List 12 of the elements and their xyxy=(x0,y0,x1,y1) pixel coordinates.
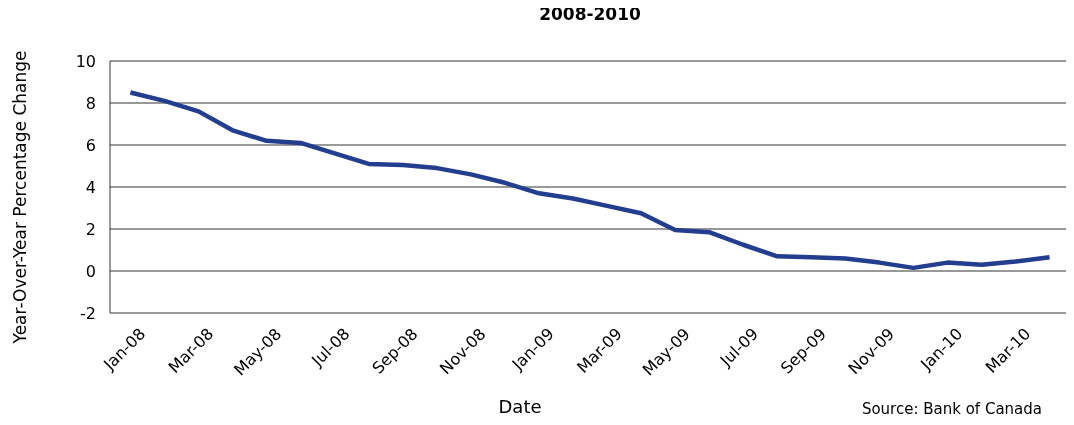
y-tick-label: 4 xyxy=(85,177,96,197)
x-axis-title: Date xyxy=(498,396,542,417)
chart-title: 2008-2010 xyxy=(539,4,642,24)
y-tick-label: 6 xyxy=(85,135,96,155)
y-tick-label: 0 xyxy=(85,261,96,281)
source-note: Source: Bank of Canada xyxy=(861,400,1042,418)
y-tick-label: 2 xyxy=(85,219,96,239)
y-tick-label: 10 xyxy=(75,51,96,71)
line-series xyxy=(128,90,1052,271)
y-tick-label: -2 xyxy=(80,303,96,323)
y-tick-label: 8 xyxy=(85,93,96,113)
y-axis-title: Year-Over-Year Percentage Change xyxy=(10,50,30,345)
